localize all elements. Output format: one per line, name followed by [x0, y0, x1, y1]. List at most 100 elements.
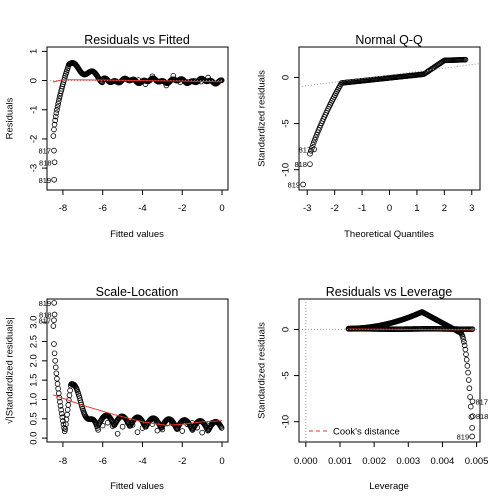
- x-tick-label: 0: [219, 203, 224, 214]
- panel-title: Residuals vs Leverage: [326, 285, 453, 299]
- x-tick-label: -6: [98, 203, 106, 214]
- x-tick-label: 0.004: [431, 456, 455, 467]
- outlier-label: 819: [39, 176, 52, 185]
- x-tick-label: -2: [178, 203, 186, 214]
- data-point: [200, 430, 205, 435]
- y-tick-label: -5: [281, 119, 292, 127]
- x-tick-label: -2: [330, 203, 338, 214]
- data-points: [301, 57, 468, 187]
- x-tick-label: -8: [59, 203, 67, 214]
- y-tick-label: -10: [281, 163, 292, 177]
- x-tick-label: 3: [469, 203, 474, 214]
- data-point: [464, 352, 469, 357]
- legend-label: Cook's distance: [333, 427, 400, 438]
- x-tick-label: 0.000: [294, 456, 318, 467]
- x-tick-label: 0.005: [465, 456, 489, 467]
- panel-title: Scale-Location: [96, 285, 179, 299]
- data-point: [135, 430, 140, 435]
- y-tick-label: -5: [281, 371, 292, 379]
- y-tick-label: 2.5: [29, 335, 40, 348]
- outlier-point: [470, 434, 475, 439]
- plot-frame: [299, 299, 480, 442]
- data-point: [155, 428, 160, 433]
- data-point: [51, 324, 56, 329]
- y-tick-label: 0: [281, 327, 292, 332]
- outlier-label: 818: [39, 158, 52, 167]
- panel-2: Scale-Location Fitted values √|Standardize…: [5, 285, 228, 492]
- data-point: [467, 386, 472, 391]
- data-point: [52, 351, 57, 356]
- data-point: [464, 357, 469, 362]
- y-tick-label: 1.5: [29, 374, 40, 387]
- x-axis-label: Leverage: [369, 481, 409, 492]
- y-tick-label: 2.0: [29, 354, 40, 367]
- x-tick-label: -3: [303, 203, 311, 214]
- plot-frame: [47, 47, 228, 190]
- panel-0: Residuals vs FittedFitted valuesResidual…: [5, 33, 228, 240]
- x-tick-label: -1: [358, 203, 366, 214]
- outlier-label: 818: [294, 160, 307, 169]
- y-tick-label: 1: [29, 49, 40, 54]
- data-point: [105, 420, 110, 425]
- outlier-label: 819: [457, 432, 470, 441]
- data-point: [51, 134, 56, 139]
- y-axis-label: √|Standardized residuals|: [5, 317, 16, 424]
- data-point: [67, 393, 72, 398]
- y-axis-label: Standardized residuals: [257, 70, 268, 167]
- data-point: [53, 365, 58, 370]
- y-tick-label: 0: [29, 78, 40, 83]
- outlier-point: [52, 300, 57, 305]
- x-tick-label: 0.003: [396, 456, 420, 467]
- data-point: [65, 412, 70, 417]
- x-tick-label: -2: [178, 456, 186, 467]
- outlier-label: 817: [38, 316, 51, 325]
- data-point: [115, 431, 120, 436]
- data-point: [55, 381, 60, 386]
- x-axis-label: Theoretical Quantiles: [344, 229, 434, 240]
- x-axis-label: Fitted values: [110, 481, 164, 492]
- y-tick-label: -1: [29, 106, 40, 114]
- panel-title: Normal Q-Q: [355, 33, 423, 47]
- data-point: [466, 378, 471, 383]
- outlier-point: [52, 318, 57, 323]
- outlier-point: [52, 312, 57, 317]
- x-tick-label: 0: [387, 203, 392, 214]
- outlier-label: 817: [299, 145, 312, 154]
- y-tick-label: 0: [281, 75, 292, 80]
- y-tick-label: 0.5: [29, 412, 40, 425]
- outlier-label: 818: [476, 412, 489, 421]
- outlier-label: 819: [288, 180, 301, 189]
- data-point: [68, 388, 73, 393]
- y-tick-label: -10: [281, 415, 292, 429]
- outlier-point: [52, 177, 57, 182]
- x-tick-label: -8: [59, 456, 67, 467]
- outlier-label: 819: [39, 299, 52, 308]
- outlier-point: [301, 182, 306, 187]
- data-point: [56, 386, 61, 391]
- x-tick-label: -4: [138, 456, 146, 467]
- panel-3: Residuals vs LeverageLeverageStandardize…: [257, 285, 489, 492]
- data-point: [55, 376, 60, 381]
- y-tick-label: -2: [29, 135, 40, 143]
- outlier-point: [308, 162, 313, 167]
- outlier-point: [470, 399, 475, 404]
- data-point: [468, 404, 473, 409]
- data-points: [51, 300, 224, 436]
- x-tick-label: 0.002: [362, 456, 386, 467]
- y-tick-label: 1.0: [29, 393, 40, 406]
- data-points: [51, 60, 224, 182]
- outlier-label: 817: [38, 147, 51, 156]
- x-tick-label: 0.001: [328, 456, 352, 467]
- x-tick-label: -6: [98, 456, 106, 467]
- y-tick-label: 0.0: [29, 432, 40, 445]
- data-point: [52, 342, 57, 347]
- data-point: [53, 358, 58, 363]
- y-tick-label: -3: [29, 164, 40, 172]
- data-point: [66, 403, 71, 408]
- x-tick-label: 2: [442, 203, 447, 214]
- outlier-point: [52, 148, 57, 153]
- x-axis-label: Fitted values: [110, 229, 164, 240]
- data-point: [470, 426, 475, 431]
- outlier-label: 817: [475, 397, 488, 406]
